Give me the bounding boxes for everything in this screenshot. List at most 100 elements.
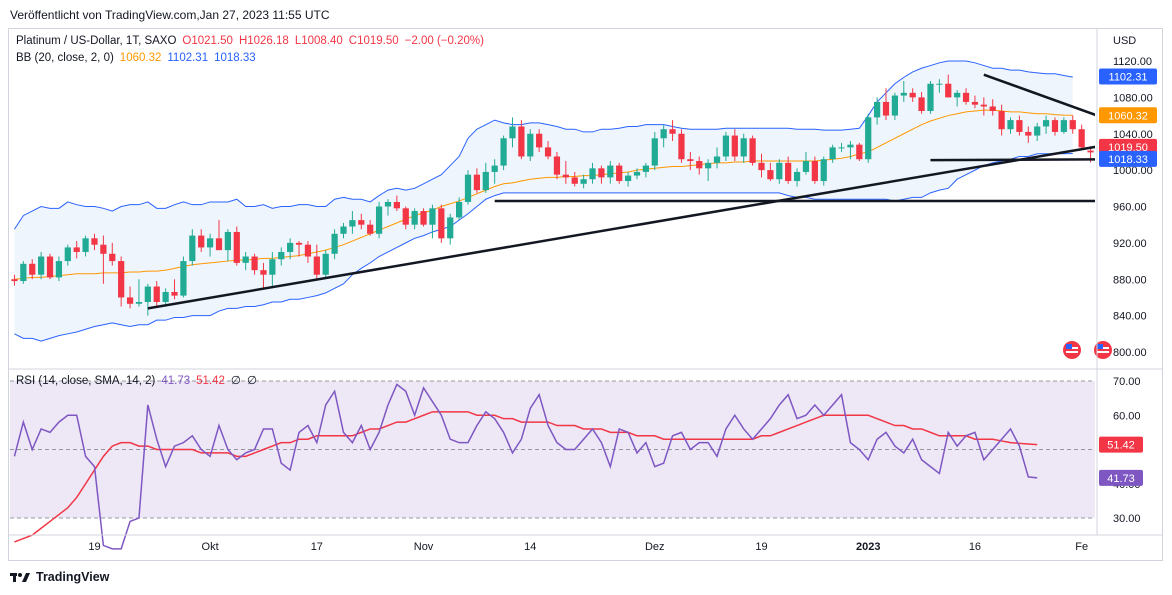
bb-basis-value: 1060.32 xyxy=(119,52,162,64)
candle-body xyxy=(482,171,489,191)
currency-label: USD xyxy=(1113,35,1136,47)
candle-body xyxy=(224,231,232,251)
candle-body xyxy=(447,217,454,239)
candle-body xyxy=(607,165,614,178)
candle-body xyxy=(304,244,312,257)
candle-body xyxy=(260,270,267,275)
candle-body xyxy=(696,161,703,169)
hidden-value-icon[interactable]: ∅ xyxy=(246,375,257,387)
candle-body xyxy=(562,174,569,178)
candle-body xyxy=(811,161,818,182)
candle-body xyxy=(55,261,63,278)
candle-body xyxy=(100,244,107,254)
trend-line xyxy=(983,73,1095,117)
candle-body xyxy=(287,242,294,252)
candle-body xyxy=(989,106,996,112)
candle-body xyxy=(962,92,970,102)
candle-body xyxy=(375,206,383,234)
candle-body xyxy=(242,256,249,263)
candle-body xyxy=(171,291,178,296)
symbol-legend[interactable]: Platinum / US-Dollar, 1T, SAXO O1021.50 H1… xyxy=(16,35,490,47)
candle-body xyxy=(278,251,285,260)
time-tick-label: Nov xyxy=(414,541,434,553)
us-flag-icon xyxy=(1063,341,1081,359)
candle-body xyxy=(758,162,765,171)
main-clipped xyxy=(11,60,1095,342)
candle-body xyxy=(785,162,792,182)
candle-body xyxy=(215,238,223,251)
chart-frame xyxy=(8,28,1163,561)
candle-body xyxy=(580,179,587,184)
candle-body xyxy=(616,165,623,182)
candle-body xyxy=(82,238,89,252)
candle-body xyxy=(687,159,694,162)
tradingview-logo: TradingView xyxy=(10,570,109,584)
candle-body xyxy=(1016,120,1023,132)
candle-body xyxy=(384,201,392,207)
bb-lower-value: 1018.33 xyxy=(214,52,256,64)
candle-body xyxy=(126,297,134,304)
candle-body xyxy=(518,126,525,157)
us-flag-stripe xyxy=(1097,351,1109,353)
candle-body xyxy=(11,279,18,282)
candle-body xyxy=(1025,131,1032,136)
candle-body xyxy=(713,156,721,163)
candle-body xyxy=(536,133,543,148)
candle-body xyxy=(971,101,979,105)
us-flag-stripe xyxy=(1066,351,1078,353)
change-value: −2.00 (−0.20%) xyxy=(404,35,484,47)
candle-body xyxy=(980,104,987,107)
candle-body xyxy=(180,261,187,296)
bb-upper-line xyxy=(14,60,1073,230)
time-tick-label: 17 xyxy=(311,541,323,553)
candle-body xyxy=(135,301,143,304)
candle-body xyxy=(162,291,169,302)
time-tick-label: 19 xyxy=(755,541,767,553)
candle-body xyxy=(651,138,658,166)
candle-body xyxy=(91,238,98,245)
candle-body xyxy=(464,174,472,202)
low-value: L1008.40 xyxy=(294,35,343,47)
candle-body xyxy=(1042,120,1050,127)
trend-line xyxy=(147,145,1095,310)
bb-legend[interactable]: BB (20, close, 2, 0) 1060.32 1102.31 1018.3… xyxy=(16,52,262,64)
candle-body xyxy=(856,144,863,160)
rsi-pane xyxy=(10,380,1095,550)
candle-body xyxy=(731,135,738,157)
price-tick-label: 880.00 xyxy=(1113,274,1147,286)
rsi-tick-label: 60.00 xyxy=(1113,410,1141,422)
candle-body xyxy=(367,224,374,234)
candle-body xyxy=(793,171,801,182)
candle-body xyxy=(144,286,151,302)
bb-basis-tag: 1060.32 xyxy=(1108,110,1148,122)
candle-body xyxy=(838,147,845,149)
candle-body xyxy=(1060,120,1067,132)
time-tick-label: Okt xyxy=(202,541,219,553)
candle-body xyxy=(411,211,418,225)
published-header: Veröffentlicht von TradingView.com,Jan 2… xyxy=(10,8,330,22)
candle-body xyxy=(393,201,400,209)
rsi-legend[interactable]: RSI (14, close, SMA, 14, 2) 41.73 51.42 ∅ ∅ xyxy=(16,373,263,387)
time-tick-label: 16 xyxy=(969,541,981,553)
rsi-ma-tag: 51.42 xyxy=(1107,440,1135,452)
bb-upper-value: 1102.31 xyxy=(167,52,209,64)
candle-body xyxy=(153,286,160,302)
price-tick-label: 1040.00 xyxy=(1113,129,1153,141)
candle-body xyxy=(198,235,205,248)
candle-body xyxy=(918,97,925,112)
time-tick-label: 14 xyxy=(524,541,536,553)
candle-body xyxy=(233,231,240,263)
candle-body xyxy=(865,117,872,160)
bb-label: BB (20, close, 2, 0) xyxy=(16,52,114,64)
price-tick-label: 1000.00 xyxy=(1113,165,1153,177)
candle-body xyxy=(633,171,641,176)
bb-basis-tag-bg xyxy=(1099,107,1157,124)
candle-body xyxy=(544,147,552,157)
axes: 800.00 840.00 880.00 920.00 960.00 1000.00 104… xyxy=(9,29,1162,553)
trend-line xyxy=(930,158,1095,162)
rsi-tag-bg xyxy=(1099,469,1143,486)
candle-body xyxy=(749,138,756,163)
hidden-value-icon[interactable]: ∅ xyxy=(230,375,241,387)
candle-body xyxy=(206,238,214,248)
